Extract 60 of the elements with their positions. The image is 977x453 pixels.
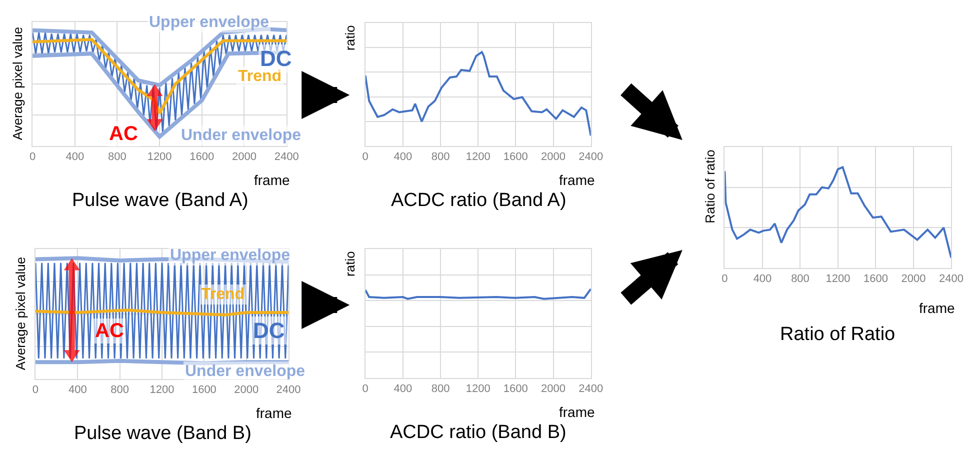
y-axis-title: Ratio of ratio — [702, 150, 718, 224]
x-tick-label: 1200 — [147, 151, 172, 164]
x-tick-label: 2400 — [276, 384, 301, 396]
x-tick-label: 0 — [29, 151, 36, 164]
x-tick-label: 1200 — [826, 273, 850, 286]
series-label: Trend — [238, 68, 282, 85]
text: Pulse wave (Band A) — [72, 190, 248, 211]
annotation: AC — [95, 320, 124, 342]
x-tick-label: 2000 — [541, 151, 566, 164]
y-axis-title: Average pixel value — [13, 256, 28, 370]
text: Ratio of Ratio — [780, 324, 896, 345]
y-axis-title: ratio — [342, 25, 358, 50]
x-tick-label: 400 — [66, 151, 84, 164]
y-axis-title: ratio — [342, 251, 358, 276]
x-tick-label: 2400 — [578, 151, 604, 164]
x-axis-title: frame — [254, 172, 290, 188]
x-tick-label: 2000 — [901, 273, 926, 286]
x-axis-title: frame — [559, 172, 595, 188]
x-tick-label: 800 — [108, 151, 126, 164]
x-tick-label: 400 — [68, 384, 87, 396]
x-tick-label: 0 — [362, 151, 368, 164]
x-tick-label: 2000 — [541, 383, 566, 396]
series-label: Trend — [201, 286, 245, 303]
x-tick-label: 400 — [394, 151, 412, 164]
x-tick-label: 2400 — [938, 273, 964, 286]
x-axis-title: frame — [919, 300, 955, 316]
x-tick-label: 1600 — [503, 383, 528, 396]
x-tick-label: 1200 — [150, 384, 174, 396]
x-tick-label: 0 — [722, 273, 728, 286]
x-tick-label: 1200 — [466, 383, 490, 396]
x-tick-label: 800 — [431, 151, 450, 164]
text: ACDC ratio (Band B) — [390, 422, 566, 443]
x-tick-label: 1600 — [503, 151, 528, 164]
x-tick-label: 400 — [753, 273, 772, 286]
x-axis-title: frame — [256, 405, 292, 421]
x-tick-label: 2000 — [234, 384, 259, 396]
x-tick-label: 400 — [394, 383, 412, 396]
x-tick-label: 800 — [431, 383, 450, 396]
x-tick-label: 1200 — [466, 151, 490, 164]
x-axis-title: frame — [559, 404, 595, 420]
x-tick-label: 0 — [362, 383, 368, 396]
x-tick-label: 1600 — [192, 384, 216, 396]
x-tick-label: 800 — [110, 384, 130, 396]
text: Pulse wave (Band B) — [74, 423, 252, 444]
annotation: DC — [253, 318, 285, 343]
x-tick-label: 1600 — [863, 273, 888, 286]
x-tick-label: 2400 — [274, 151, 299, 164]
x-tick-label: 2000 — [232, 151, 256, 164]
series-label: Upper envelope — [170, 247, 290, 264]
series-label: Upper envelope — [149, 14, 270, 31]
annotation: DC — [260, 46, 292, 71]
series-label: Under envelope — [185, 363, 306, 380]
series-label: Under envelope — [181, 127, 302, 144]
x-tick-label: 800 — [791, 273, 810, 286]
text: ACDC ratio (Band A) — [391, 190, 566, 211]
x-tick-label: 2400 — [578, 383, 604, 396]
x-tick-label: 1600 — [190, 151, 214, 164]
x-tick-label: 0 — [32, 384, 39, 396]
annotation: AC — [109, 123, 138, 145]
y-axis-title: Average pixel value — [10, 26, 26, 140]
